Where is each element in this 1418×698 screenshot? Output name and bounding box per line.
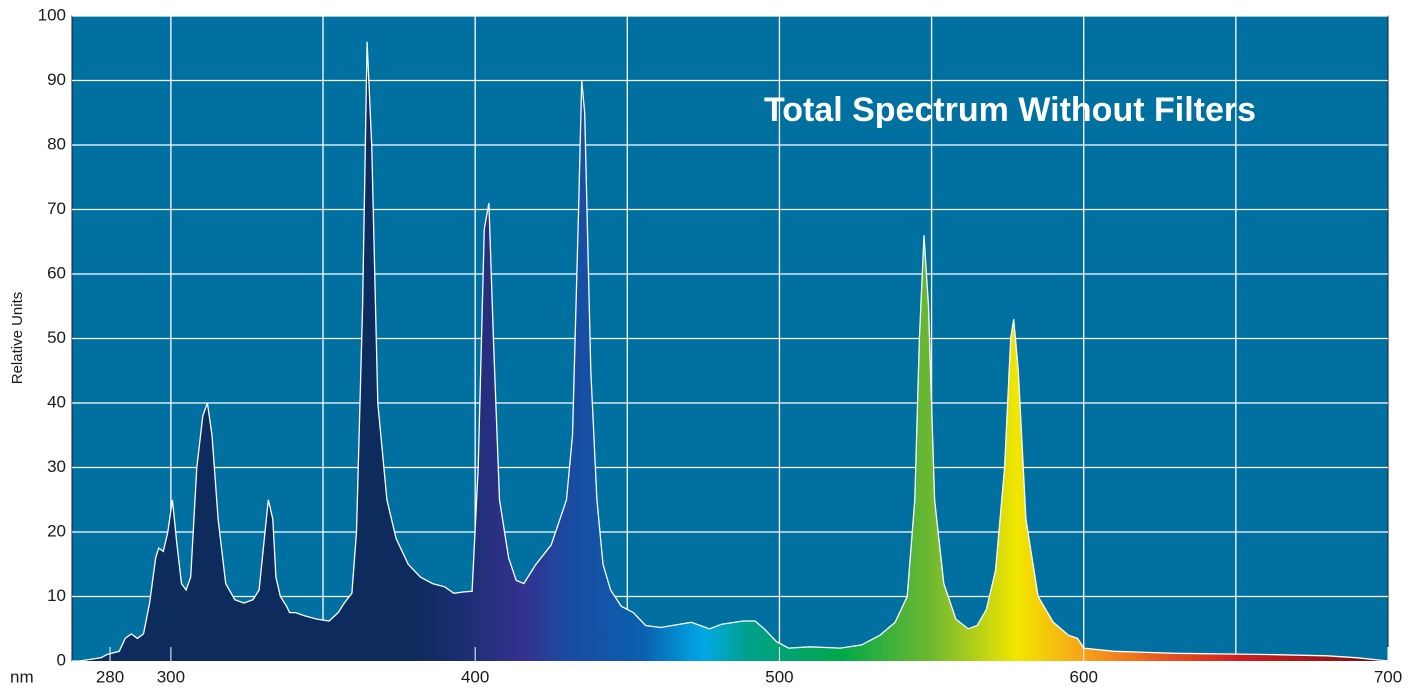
y-tick-label: 40: [47, 392, 66, 411]
x-tick-label: 300: [157, 667, 185, 686]
x-axis-label: nm: [10, 667, 34, 686]
y-tick-label: 20: [47, 521, 66, 540]
x-tick-label: 400: [461, 667, 489, 686]
y-tick-label: 100: [38, 5, 66, 24]
y-tick-label: 0: [57, 650, 66, 669]
y-tick-label: 30: [47, 457, 66, 476]
x-tick-label: 280: [96, 667, 124, 686]
x-tick-label: 700: [1374, 667, 1402, 686]
y-tick-label: 10: [47, 586, 66, 605]
labels: 0 10 20 30 40 50 60 70 80 90 100 280 300 400 500 600 700: [38, 5, 1403, 686]
y-axis-label: Relative Units: [9, 292, 26, 385]
chart-title: Total Spectrum Without Filters: [764, 91, 1256, 129]
y-tick-label: 70: [47, 199, 66, 218]
y-tick-label: 50: [47, 328, 66, 347]
x-tick-label: 600: [1070, 667, 1098, 686]
y-tick-label: 60: [47, 263, 66, 282]
y-tick-label: 90: [47, 70, 66, 89]
area-layer: [79, 41, 1389, 662]
spectrum-line: [79, 41, 1389, 662]
spectrum-area: [79, 41, 1389, 662]
x-tick-label: 500: [765, 667, 793, 686]
y-tick-label: 80: [47, 134, 66, 153]
